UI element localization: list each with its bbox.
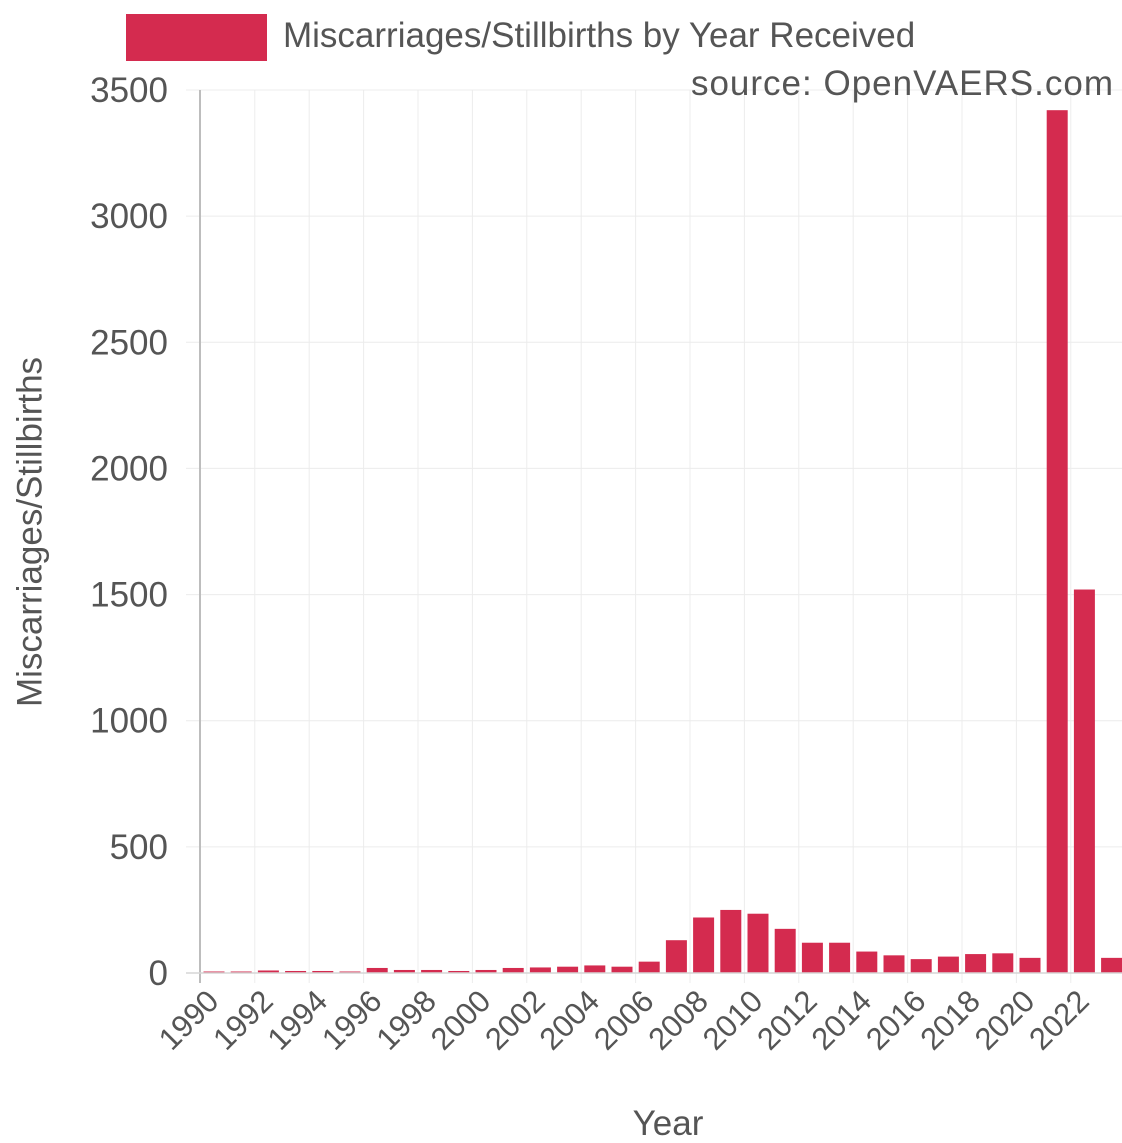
grid-lines (186, 90, 1122, 983)
x-tick-label: 2022 (1022, 983, 1096, 1057)
bar-2013 (829, 943, 850, 973)
x-tick-labels: 1990199219941996199820002002200420062008… (152, 983, 1096, 1057)
bar-2022 (1074, 590, 1095, 973)
y-tick-label: 3500 (90, 71, 168, 110)
x-tick-label: 1996 (315, 983, 389, 1057)
bars (204, 110, 1122, 973)
y-tick-label: 2500 (90, 323, 168, 362)
x-tick-label: 2020 (968, 983, 1042, 1057)
x-tick-label: 2000 (424, 983, 498, 1057)
x-tick-label: 1994 (261, 983, 335, 1057)
y-tick-label: 500 (110, 828, 168, 867)
bar-2003 (557, 967, 578, 973)
legend-swatch (126, 14, 267, 61)
bar-2014 (856, 952, 877, 973)
bar-2017 (938, 957, 959, 973)
legend-label: Miscarriages/Stillbirths by Year Receive… (283, 18, 915, 53)
bar-2008 (693, 917, 714, 973)
bar-2001 (503, 968, 524, 973)
bar-2005 (612, 967, 633, 973)
bar-2009 (720, 910, 741, 973)
y-tick-label: 2000 (90, 449, 168, 488)
x-tick-label: 2002 (478, 983, 552, 1057)
bar-2023 (1101, 958, 1122, 973)
bar-2002 (530, 967, 551, 973)
x-tick-label: 2004 (533, 983, 607, 1057)
bar-2015 (884, 955, 905, 973)
bar-2019 (992, 953, 1013, 973)
x-tick-label: 2008 (641, 983, 715, 1057)
y-axis-label: Miscarriages/Stillbirths (13, 357, 48, 707)
axes (186, 90, 1122, 983)
x-tick-label: 1998 (369, 983, 443, 1057)
bar-1996 (367, 968, 388, 973)
bar-2011 (775, 929, 796, 973)
bar-2010 (748, 914, 769, 973)
x-tick-label: 2014 (805, 983, 879, 1057)
x-tick-label: 2016 (859, 983, 933, 1057)
x-tick-label: 2010 (696, 983, 770, 1057)
y-tick-label: 0 (149, 954, 168, 993)
x-tick-label: 1990 (152, 983, 226, 1057)
bar-2016 (911, 959, 932, 973)
bar-2012 (802, 943, 823, 973)
y-tick-labels: 0 500 1000 1500 2000 2500 3000 3500 (90, 71, 168, 993)
x-tick-label: 1992 (206, 983, 280, 1057)
x-tick-label: 2018 (913, 983, 987, 1057)
x-axis-label: Year (633, 1106, 704, 1141)
y-tick-label: 3000 (90, 197, 168, 236)
bar-2007 (666, 940, 687, 973)
y-tick-label: 1500 (90, 576, 168, 615)
bar-2006 (639, 962, 660, 973)
bar-2020 (1020, 958, 1041, 973)
bar-2004 (584, 965, 605, 973)
bar-2021 (1047, 110, 1068, 973)
bar-2018 (965, 954, 986, 973)
y-tick-label: 1000 (90, 702, 168, 741)
x-tick-label: 2012 (750, 983, 824, 1057)
source-note: source: OpenVAERS.com (691, 66, 1114, 101)
x-tick-label: 2006 (587, 983, 661, 1057)
